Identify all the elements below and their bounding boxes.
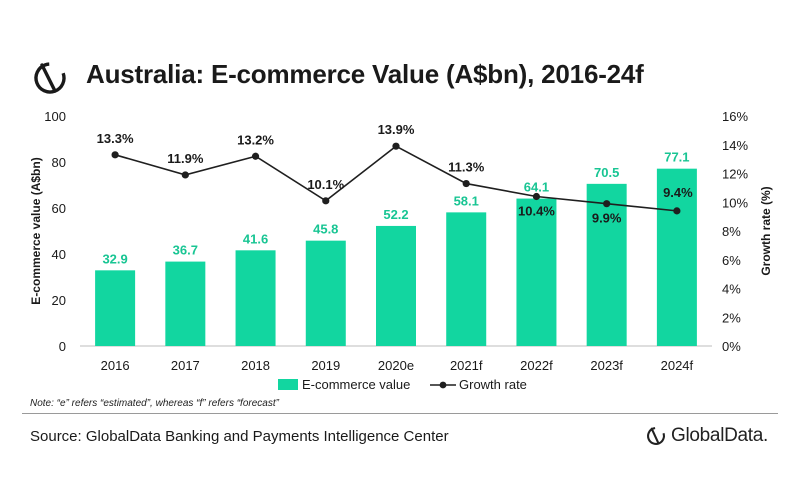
growth-rate-point	[181, 171, 189, 179]
y-right-tick-label: 4%	[722, 282, 741, 297]
chart-note: Note: “e” refers “estimated”, whereas “f…	[30, 398, 279, 409]
globaldata-logo-icon	[32, 60, 68, 96]
y-right-tick-label: 2%	[722, 310, 741, 325]
bar	[376, 225, 416, 346]
growth-rate-point	[462, 179, 470, 188]
x-tick-label: 2020e	[378, 358, 414, 373]
bar	[165, 261, 206, 346]
y-right-tick-label: 10%	[722, 195, 748, 210]
bar	[516, 198, 557, 346]
growth-line-layer	[111, 142, 681, 215]
growth-rate-label: 9.9%	[592, 211, 622, 226]
bar-value-label: 52.2	[383, 207, 408, 222]
growth-rate-point	[673, 207, 681, 215]
bar-value-label: 58.1	[454, 193, 479, 208]
growth-rate-point	[603, 200, 611, 208]
x-tick-label: 2017	[171, 358, 200, 373]
x-tick-label: 2021f	[450, 358, 483, 373]
growth-rate-label: 10.1%	[307, 177, 344, 192]
axes-layer: 0 20 40 60 80 100 0% 2% 4% 6% 8% 10% 12% 14% 16% E-comm…	[29, 109, 773, 373]
x-tick-label: 2018	[241, 358, 270, 373]
bar	[586, 183, 627, 346]
growth-rate-point	[111, 151, 119, 159]
x-tick-label: 2016	[101, 358, 130, 373]
y-left-tick-label: 60	[52, 201, 66, 216]
bar	[305, 240, 346, 346]
bars-layer	[95, 168, 697, 346]
legend-line-label: Growth rate	[459, 377, 527, 392]
combo-chart: 0 20 40 60 80 100 0% 2% 4% 6% 8% 10% 12% 14% 16% E-comm…	[29, 109, 773, 392]
divider	[22, 413, 778, 414]
y-left-tick-label: 100	[44, 109, 66, 124]
y-right-tick-label: 0%	[722, 339, 741, 354]
bar	[446, 212, 487, 346]
growth-rate-label: 10.4%	[518, 204, 555, 219]
bar-value-label: 36.7	[173, 243, 198, 258]
x-tick-label: 2023f	[590, 358, 623, 373]
y-right-axis-title: Growth rate (%)	[759, 186, 773, 275]
growth-rate-label: 11.3%	[448, 160, 485, 175]
bar-value-label: 41.6	[243, 231, 268, 246]
bar-value-label: 70.5	[594, 165, 619, 180]
brand-logo: GlobalData.	[645, 423, 768, 449]
growth-rate-point	[322, 197, 330, 205]
growth-rate-point	[532, 192, 541, 201]
x-tick-label: 2022f	[520, 358, 553, 373]
bar	[656, 168, 697, 346]
y-left-tick-label: 40	[52, 247, 66, 262]
growth-rate-label: 13.2%	[237, 132, 274, 147]
chart-title: Australia: E-commerce Value (A$bn), 2016…	[86, 59, 644, 89]
y-right-tick-label: 6%	[722, 253, 741, 268]
y-left-tick-label: 20	[52, 293, 66, 308]
growth-rate-label: 13.9%	[378, 122, 415, 137]
bar-value-label: 64.1	[524, 180, 549, 195]
bar	[235, 250, 276, 346]
growth-rate-label: 11.9%	[167, 151, 204, 166]
brand-name: GlobalData.	[671, 425, 769, 446]
growth-rate-label: 13.3%	[97, 131, 134, 146]
bar-value-label: 32.9	[102, 251, 127, 266]
brand-mark-icon	[647, 427, 665, 445]
x-tick-label: 2019	[311, 358, 340, 373]
legend: E-commerce value Growth rate	[278, 377, 527, 392]
y-right-tick-label: 16%	[722, 109, 748, 124]
growth-rate-label: 9.4%	[663, 185, 693, 200]
legend-line-marker	[439, 381, 447, 389]
y-left-tick-label: 80	[52, 155, 66, 170]
bar	[95, 270, 136, 346]
bar-value-label: 77.1	[664, 150, 689, 165]
y-left-axis-title: E-commerce value (A$bn)	[29, 157, 43, 304]
data-labels-layer: 32.9 36.7 41.6 45.8 52.2 58.1 64.1 70.5 77.1 13.3…	[97, 122, 693, 266]
growth-rate-point	[392, 142, 400, 150]
y-right-tick-label: 12%	[722, 167, 748, 182]
bar-value-label: 45.8	[313, 222, 338, 237]
y-right-tick-label: 14%	[722, 138, 748, 153]
y-right-tick-label: 8%	[722, 224, 741, 239]
legend-bar-swatch	[278, 379, 298, 390]
source-text: Source: GlobalData Banking and Payments …	[30, 428, 449, 445]
legend-bar-label: E-commerce value	[302, 377, 410, 392]
y-left-tick-label: 0	[59, 339, 66, 354]
growth-rate-point	[251, 152, 260, 160]
x-tick-label: 2024f	[661, 358, 694, 373]
